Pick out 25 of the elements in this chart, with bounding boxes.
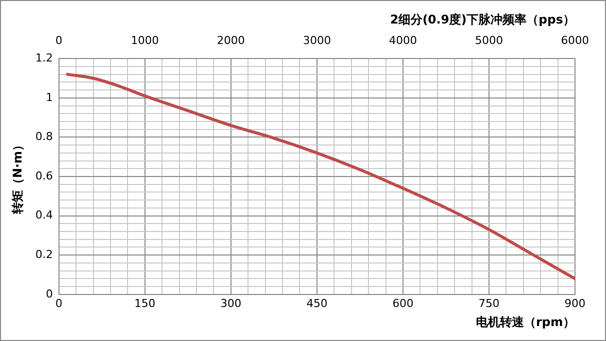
x2-tick-label: 0 xyxy=(55,34,62,47)
x-tick-label: 300 xyxy=(220,296,242,310)
x2-tick-label: 2000 xyxy=(216,34,245,47)
x2-tick-label: 4000 xyxy=(388,34,417,47)
x-tick-label: 150 xyxy=(134,296,156,310)
y-tick-label: 1.2 xyxy=(35,51,53,64)
y-tick-label: 0.8 xyxy=(35,130,53,144)
x-tick-label: 600 xyxy=(392,296,414,310)
x2-tick-label: 3000 xyxy=(302,34,331,47)
x2-tick-label: 6000 xyxy=(561,34,589,47)
y-tick-label: 0.4 xyxy=(35,208,53,222)
y-tick-label: 0 xyxy=(46,287,53,300)
y-tick-label: 1 xyxy=(46,90,53,104)
x-tick-label: 450 xyxy=(306,296,328,310)
line-series xyxy=(66,72,575,280)
y-tick-label: 0.2 xyxy=(35,248,53,261)
x2-axis-title: 2细分(0.9度)下脉冲频率（pps） xyxy=(390,12,575,26)
x2-tick-label: 5000 xyxy=(474,34,503,47)
x-axis-title: 电机转速（rpm） xyxy=(476,314,575,329)
x-tick-label: 750 xyxy=(478,296,500,310)
y-axis-title: 转矩（N·m） xyxy=(10,138,24,216)
y-tick-label: 0.6 xyxy=(35,169,53,182)
x-tick-label: 900 xyxy=(564,296,586,310)
x2-tick-label: 1000 xyxy=(130,34,159,47)
x-tick-label: 0 xyxy=(55,296,62,310)
